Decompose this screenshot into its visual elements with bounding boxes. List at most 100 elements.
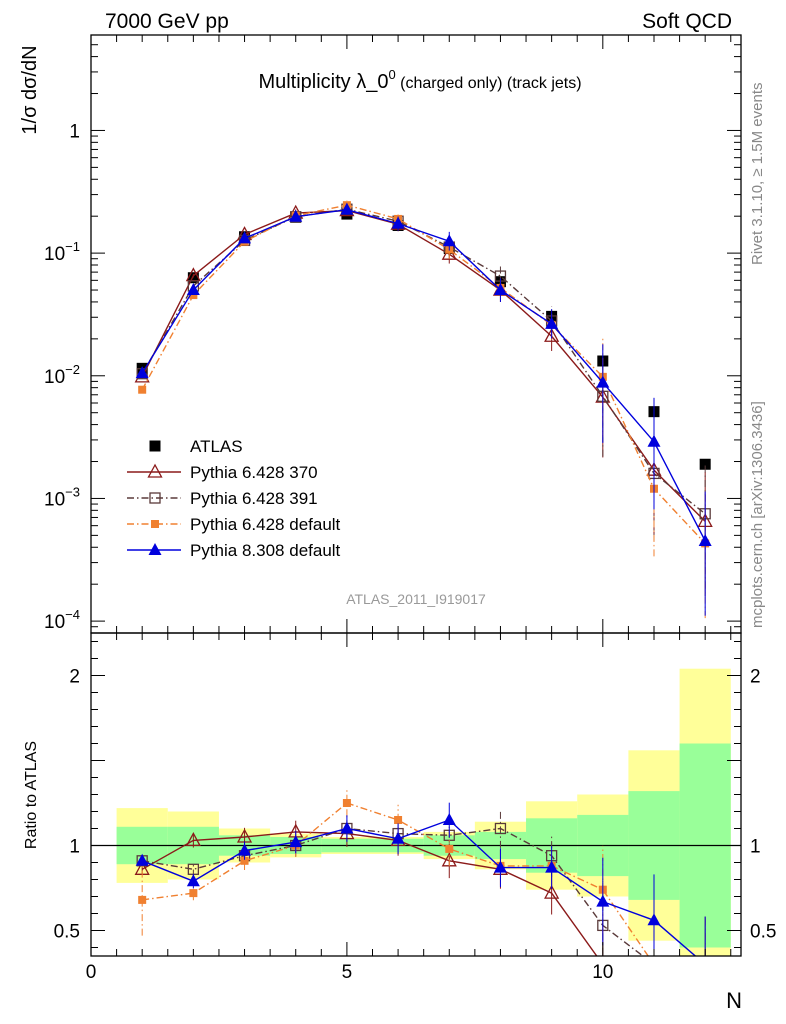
header-left: 7000 GeV pp — [105, 10, 229, 33]
ratio-line-p6def — [142, 802, 650, 956]
ratio-point-p391 — [494, 822, 507, 835]
ratio-point-p6def — [189, 889, 198, 898]
ratio-point-p6def — [240, 856, 249, 865]
point-p8def — [545, 316, 559, 329]
legend-label-atlas: ATLAS — [190, 437, 243, 456]
rivet-label: Rivet 3.1.10, ≥ 1.5M events — [749, 83, 766, 266]
ratio-point-p8def — [238, 843, 252, 856]
point-p8def — [698, 533, 712, 546]
main-ylabel: 1/σ dσ/dN — [19, 45, 41, 134]
ratio-ylabel: Ratio to ATLAS — [23, 741, 40, 849]
legend-label-p6def: Pythia 6.428 default — [190, 515, 341, 534]
ratio-x-tick-label: 0 — [86, 962, 97, 983]
line-p370 — [141, 209, 706, 522]
point-p8def — [340, 202, 354, 215]
y-tick-label: 10−4 — [44, 607, 80, 633]
ratio-point-p6def — [342, 799, 351, 807]
main-axis-ticks: 10−410−310−210−11 — [44, 34, 741, 634]
ratio-y-tick-label: 1 — [69, 837, 80, 858]
legend-marker-atlas — [149, 440, 161, 452]
y-tick-base: 10 — [44, 612, 65, 633]
point-p8def — [289, 209, 303, 222]
ratio-point-p8def — [391, 831, 405, 844]
point-p8def — [647, 434, 661, 447]
point-atlas — [699, 458, 711, 470]
series-p370 — [134, 202, 713, 597]
ratio-xlabel: N — [726, 988, 742, 1013]
ratio-point-p370 — [185, 832, 201, 847]
y-tick-exp: −3 — [65, 484, 80, 499]
ratio-point-p8def — [596, 894, 610, 907]
main-plot-area — [134, 199, 713, 619]
y-tick-base: 10 — [44, 489, 65, 510]
main-title-text: Multiplicity λ_0 — [258, 71, 388, 93]
ratio-point-p8def — [442, 813, 456, 825]
ratio-y-tick-label-right: 1 — [750, 837, 761, 858]
y-tick-base: 10 — [44, 367, 65, 388]
main-title-suffix: (charged only) (track jets) — [396, 75, 582, 92]
ratio-point-p6def — [445, 844, 454, 853]
ratio-panel: 0.5 0.5 1 1 2 2 0 5 10 Ratio to ATLAS N — [23, 632, 776, 1013]
ratio-line-p370 — [141, 831, 598, 956]
y-tick-label: 10−3 — [44, 484, 80, 510]
main-panel: 10−410−310−210−11 Multiplicity λ_00 (cha… — [19, 34, 742, 634]
legend-marker-p8def — [148, 543, 162, 555]
point-p8def — [596, 375, 610, 388]
ratio-line-p8def — [141, 819, 697, 956]
ratio-point-p6def — [394, 816, 403, 824]
legend-marker-p6def — [151, 520, 159, 528]
ratio-point-p8def — [135, 853, 149, 866]
ratio-x-tick-label: 10 — [592, 962, 613, 983]
y-tick-exp: −1 — [65, 239, 80, 254]
ratio-point-p370 — [544, 884, 560, 899]
line-p6def — [141, 204, 706, 544]
ratio-y-tick-label-right: 0.5 — [750, 922, 776, 943]
point-p8def — [391, 216, 405, 229]
legend-label-p391: Pythia 6.428 391 — [190, 489, 318, 508]
ratio-y-tick-label: 0.5 — [54, 922, 80, 943]
ratio-point-p8def — [647, 913, 661, 926]
ratio-y-tick-label: 2 — [69, 667, 80, 688]
ratio-point-p6def — [138, 895, 147, 904]
y-tick-exp: −4 — [65, 607, 80, 622]
legend: ATLAS Pythia 6.428 370 Pythia 6.428 391 Pyt… — [127, 437, 341, 560]
point-p8def — [186, 283, 200, 296]
y-tick-exp: −2 — [65, 362, 80, 377]
ratio-y-tick-label-right: 2 — [750, 667, 761, 688]
legend-label-p370: Pythia 6.428 370 — [190, 463, 318, 482]
analysis-label: ATLAS_2011_I919017 — [346, 591, 486, 607]
y-tick-label: 1 — [69, 121, 80, 142]
point-p8def — [493, 283, 507, 296]
series-atlas — [136, 208, 711, 470]
mcplots-label: mcplots.cern.ch [arXiv:1306.3436] — [749, 401, 766, 628]
ratio-series-p8def — [135, 802, 706, 956]
legend-marker-p391 — [149, 492, 161, 504]
header-right: Soft QCD — [642, 10, 732, 33]
point-p8def — [238, 231, 252, 244]
main-frame — [90, 34, 742, 634]
point-atlas — [187, 272, 199, 284]
point-p370 — [544, 327, 560, 342]
y-tick-label: 10−1 — [44, 239, 80, 265]
ratio-point-p8def — [545, 860, 559, 873]
y-tick-label: 10−2 — [44, 362, 80, 388]
point-p8def — [135, 366, 149, 379]
ratio-point-p8def — [340, 821, 354, 834]
line-p8def — [141, 208, 706, 542]
ratio-axis-ticks: 0.5 0.5 1 1 2 2 0 5 10 — [54, 633, 776, 983]
ratio-point-p8def — [186, 874, 200, 887]
ratio-point-p8def — [289, 835, 303, 848]
main-title: Multiplicity λ_00 (charged only) (track … — [258, 67, 581, 93]
series-p8def — [135, 202, 712, 616]
point-p6def — [138, 385, 147, 394]
ratio-point-p8def — [493, 860, 507, 873]
point-p6def — [189, 291, 198, 300]
main-title-sup: 0 — [388, 67, 395, 82]
ratio-x-tick-label: 5 — [342, 962, 353, 983]
point-p8def — [442, 234, 456, 247]
legend-label-p8def: Pythia 8.308 default — [190, 541, 341, 560]
legend-marker-p370 — [147, 463, 163, 478]
y-tick-base: 10 — [44, 244, 65, 265]
ratio-plot-area — [91, 668, 741, 956]
